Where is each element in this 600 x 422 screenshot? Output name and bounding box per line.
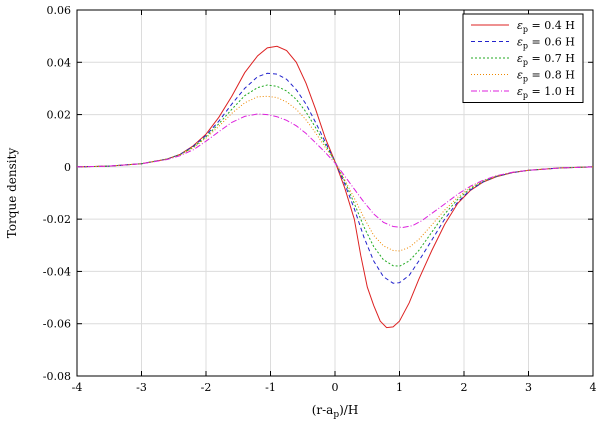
series-line-4 — [76, 95, 594, 252]
series-lines — [76, 45, 594, 329]
series-line-5 — [76, 113, 594, 229]
x-tick-label: -2 — [201, 381, 212, 394]
x-tick-label: 2 — [461, 381, 468, 394]
y-tick-label: -0.02 — [43, 213, 71, 226]
x-axis-title-main: (r-a — [312, 403, 334, 417]
x-tick-label: -4 — [72, 381, 83, 394]
y-tick-label: 0 — [64, 161, 71, 174]
x-tick-label: 3 — [525, 381, 532, 394]
legend: εp = 0.4 H εp = 0.6 Hεp = 0.7 H εp = 0.8 H… — [462, 13, 584, 103]
y-tick-label: -0.08 — [43, 370, 71, 383]
legend-label: εp = 0.4 H — [517, 19, 575, 34]
y-tick-label: -0.04 — [43, 265, 71, 278]
x-axis-title-subscript: p — [333, 410, 339, 420]
legend-label: εp = 0.7 H — [517, 52, 575, 67]
series-line-1 — [76, 45, 594, 329]
legend-label: εp = 1.0 H — [517, 85, 575, 100]
x-tick-label: 0 — [332, 381, 339, 394]
x-tick-label: -1 — [265, 381, 276, 394]
y-tick-label: -0.06 — [43, 318, 71, 331]
x-tick-label: 4 — [590, 381, 597, 394]
y-tick-label: 0.02 — [47, 109, 72, 122]
x-tick-label: 1 — [396, 381, 403, 394]
legend-label: εp = 0.8 H — [517, 69, 575, 84]
legend-label: εp = 0.6 H — [517, 36, 575, 51]
y-axis-title: Torque density — [5, 148, 19, 239]
x-axis-title: (r-ap)/H — [312, 403, 359, 420]
x-axis-title-suffix: )/H — [339, 403, 358, 417]
y-tick-label: 0.04 — [47, 56, 72, 69]
y-tick-label: 0.06 — [47, 4, 72, 17]
axis-ticks: -4 -3 -2 -1 0 1 2 3 4 -0.08 -0.06 -0.04 -0.02 0 0.02 0.… — [43, 4, 597, 394]
x-tick-label: -3 — [136, 381, 147, 394]
